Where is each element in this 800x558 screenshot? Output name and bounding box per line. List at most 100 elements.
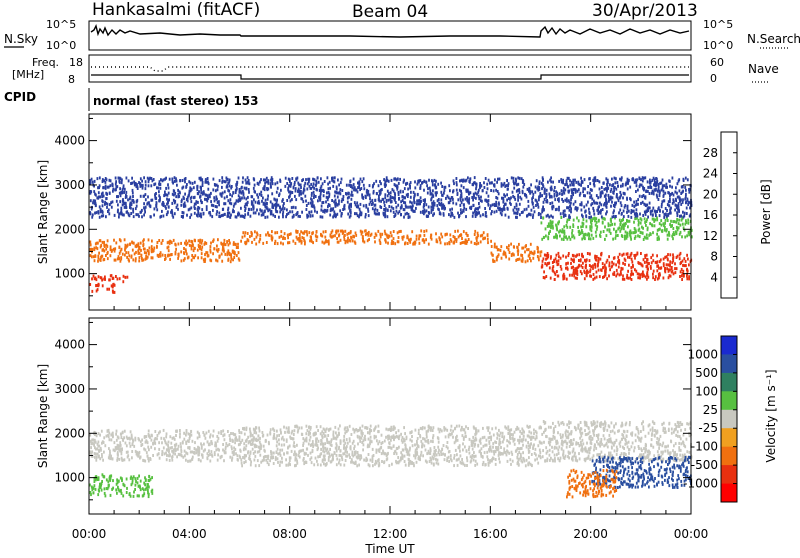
scatter-cell — [585, 215, 587, 218]
scatter-cell — [151, 434, 153, 437]
scatter-cell — [663, 258, 665, 261]
scatter-cell — [374, 204, 376, 207]
scatter-cell — [438, 441, 440, 444]
scatter-cell — [228, 181, 230, 184]
scatter-cell — [499, 178, 501, 181]
scatter-cell — [558, 206, 560, 209]
scatter-cell — [516, 216, 518, 219]
scatter-cell — [567, 190, 569, 193]
scatter-cell — [129, 214, 131, 217]
scatter-cell — [465, 189, 467, 192]
scatter-cell — [103, 249, 105, 252]
scatter-cell — [659, 214, 661, 217]
scatter-cell — [270, 428, 272, 431]
scatter-cell — [481, 200, 483, 203]
scatter-cell — [96, 434, 98, 437]
scatter-cell — [463, 186, 465, 189]
scatter-cell — [678, 208, 680, 211]
nsearch-tick-max: 10^5 — [703, 18, 733, 31]
scatter-cell — [460, 190, 462, 193]
scatter-cell — [553, 189, 555, 192]
scatter-cell — [410, 191, 412, 194]
scatter-cell — [489, 182, 491, 185]
scatter-cell — [685, 260, 687, 263]
scatter-cell — [159, 430, 161, 433]
scatter-cell — [141, 439, 143, 442]
scatter-cell — [645, 237, 647, 240]
scatter-cell — [335, 230, 337, 233]
scatter-cell — [551, 201, 553, 204]
scatter-cell — [258, 212, 260, 215]
scatter-cell — [154, 183, 156, 186]
scatter-cell — [165, 207, 167, 210]
scatter-cell — [274, 215, 276, 218]
scatter-cell — [181, 450, 183, 453]
scatter-cell — [386, 236, 388, 239]
scatter-cell — [179, 191, 181, 194]
scatter-cell — [238, 194, 240, 197]
scatter-cell — [561, 189, 563, 192]
scatter-cell — [650, 256, 652, 259]
scatter-cell — [231, 445, 233, 448]
scatter-cell — [562, 179, 564, 182]
scatter-cell — [635, 215, 637, 218]
nave-label: Nave — [748, 62, 779, 76]
scatter-cell — [220, 242, 222, 245]
scatter-cell — [175, 195, 177, 198]
scatter-cell — [379, 233, 381, 236]
scatter-cell — [188, 440, 190, 443]
scatter-cell — [569, 209, 571, 212]
scatter-cell — [642, 231, 644, 234]
scatter-cell — [500, 212, 502, 215]
scatter-cell — [98, 455, 100, 458]
scatter-cell — [672, 270, 674, 273]
colorbar-tick-label: 8 — [710, 250, 718, 264]
scatter-cell — [215, 189, 217, 192]
scatter-cell — [550, 255, 552, 258]
scatter-cell — [288, 184, 290, 187]
scatter-cell — [669, 212, 671, 215]
scatter-cell — [145, 448, 147, 451]
scatter-cell — [456, 177, 458, 180]
scatter-cell — [611, 201, 613, 204]
scatter-cell — [540, 195, 542, 198]
scatter-cell — [201, 248, 203, 251]
scatter-cell — [306, 437, 308, 440]
scatter-cell — [671, 266, 673, 269]
scatter-cell — [373, 182, 375, 185]
scatter-cell — [308, 231, 310, 234]
scatter-cell — [594, 255, 596, 258]
scatter-cell — [539, 251, 541, 254]
scatter-cell — [257, 201, 259, 204]
scatter-cell — [237, 459, 239, 462]
scatter-cell — [162, 254, 164, 257]
scatter-cell — [574, 179, 576, 182]
scatter-cell — [171, 241, 173, 244]
scatter-cell — [120, 239, 122, 242]
scatter-cell — [457, 230, 459, 233]
scatter-cell — [201, 252, 203, 255]
scatter-cell — [316, 230, 318, 233]
scatter-cell — [391, 242, 393, 245]
scatter-cell — [261, 214, 263, 217]
scatter-cell — [348, 207, 350, 210]
scatter-cell — [320, 192, 322, 195]
scatter-cell — [431, 211, 433, 214]
scatter-cell — [584, 277, 586, 280]
scatter-cell — [102, 186, 104, 189]
scatter-cell — [101, 210, 103, 213]
scatter-cell — [131, 450, 133, 453]
scatter-cell — [422, 238, 424, 241]
scatter-cell — [320, 234, 322, 237]
scatter-cell — [624, 258, 626, 261]
scatter-cell — [592, 217, 594, 220]
scatter-cell — [444, 453, 446, 456]
scatter-cell — [261, 200, 263, 203]
scatter-cell — [635, 181, 637, 184]
scatter-cell — [393, 178, 395, 181]
scatter-cell — [438, 236, 440, 239]
scatter-cell — [517, 189, 519, 192]
scatter-cell — [528, 187, 530, 190]
scatter-cell — [357, 205, 359, 208]
scatter-cell — [667, 213, 669, 216]
